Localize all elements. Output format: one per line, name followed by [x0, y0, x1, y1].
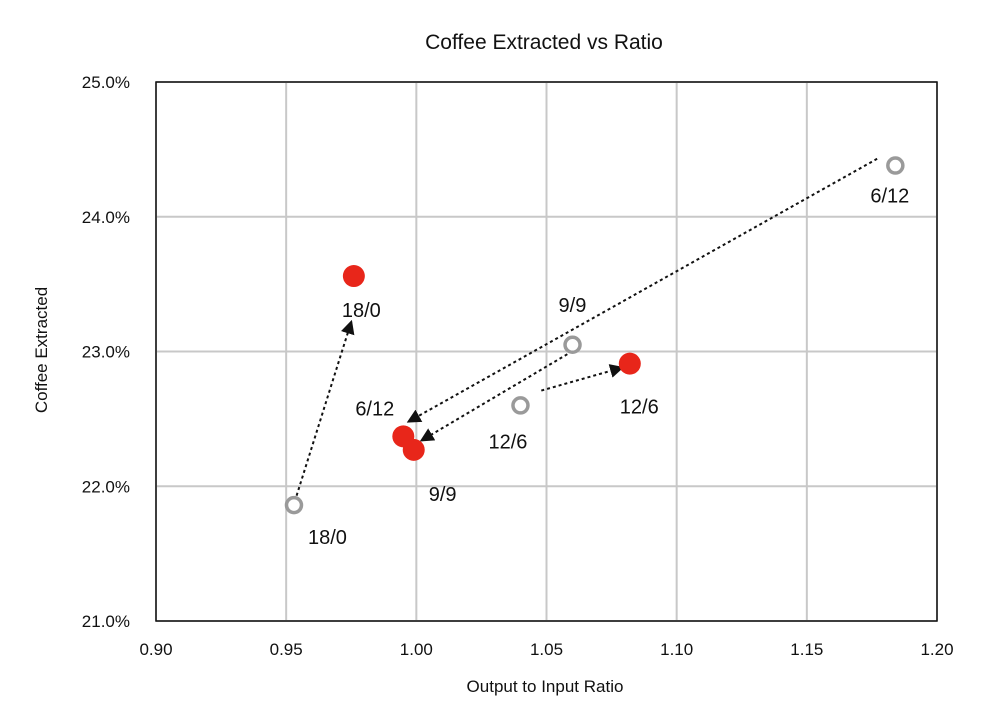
trend-arrow	[541, 364, 625, 392]
y-tick-label: 24.0%	[82, 208, 130, 227]
point-labels: 18/0 12/6 9/9 6/12 18/0 6/12 9/9 12/6	[308, 186, 909, 550]
data-point-hollow	[511, 396, 530, 415]
x-tick-label: 0.90	[139, 640, 172, 659]
data-label: 12/6	[488, 431, 527, 453]
x-tick-label: 1.15	[790, 640, 823, 659]
y-tick-label: 23.0%	[82, 343, 130, 362]
x-tick-label: 0.95	[270, 640, 303, 659]
arrows	[295, 157, 878, 496]
data-point-filled	[342, 265, 365, 288]
x-tick-label: 1.10	[660, 640, 693, 659]
trend-arrow	[419, 353, 568, 442]
x-tick-label: 1.20	[920, 640, 953, 659]
data-label: 12/6	[620, 397, 659, 419]
y-tick-label: 22.0%	[82, 477, 130, 496]
data-label: 6/12	[355, 398, 394, 420]
data-point-hollow	[563, 335, 582, 355]
points	[284, 156, 905, 515]
data-label: 18/0	[308, 527, 347, 549]
data-label: 18/0	[342, 300, 381, 322]
x-tick-label: 1.00	[400, 640, 433, 659]
x-axis-title: Output to Input Ratio	[467, 677, 624, 696]
data-label: 6/12	[870, 186, 909, 208]
x-tick-label: 1.05	[530, 640, 563, 659]
data-point-filled	[618, 352, 641, 375]
data-label: 9/9	[429, 484, 457, 506]
data-point-filled	[402, 438, 425, 461]
y-tick-label: 21.0%	[82, 612, 130, 631]
data-point-hollow	[886, 156, 905, 175]
data-label: 9/9	[559, 295, 587, 317]
y-axis-ticks: 21.0% 22.0% 23.0% 24.0% 25.0%	[82, 73, 130, 631]
chart-title: Coffee Extracted vs Ratio	[425, 31, 663, 54]
y-axis-title: Coffee Extracted	[32, 287, 51, 413]
plot-frame	[155, 81, 938, 622]
y-tick-label: 25.0%	[82, 73, 130, 92]
trend-arrow	[295, 319, 355, 496]
grid	[155, 81, 938, 622]
x-axis-ticks: 0.90 0.95 1.00 1.05 1.10 1.15 1.20	[139, 640, 953, 659]
data-point-hollow	[284, 495, 304, 515]
